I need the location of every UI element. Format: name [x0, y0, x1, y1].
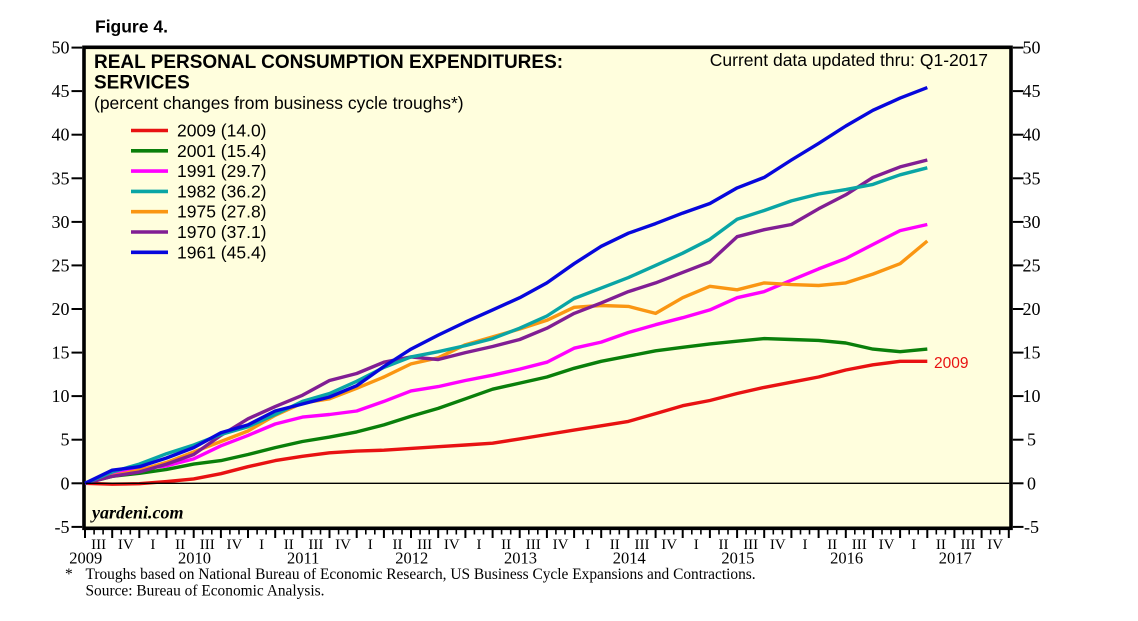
svg-text:IV: IV	[879, 537, 895, 553]
svg-text:IV: IV	[661, 537, 677, 553]
svg-text:III: III	[852, 537, 867, 553]
svg-text:II: II	[827, 537, 837, 553]
svg-text:2010: 2010	[178, 549, 211, 568]
svg-text:2017: 2017	[939, 549, 972, 568]
svg-text:I: I	[803, 537, 808, 553]
svg-text:30: 30	[1023, 212, 1041, 232]
svg-text:IV: IV	[335, 537, 351, 553]
svg-text:35: 35	[52, 168, 70, 188]
svg-text:5: 5	[61, 430, 70, 450]
svg-text:II: II	[284, 537, 294, 553]
svg-text:45: 45	[52, 81, 70, 101]
svg-text:1991 (29.7): 1991 (29.7)	[177, 161, 267, 181]
svg-text:0: 0	[1027, 473, 1036, 493]
svg-text:Source: Bureau of Economic Ana: Source: Bureau of Economic Analysis.	[86, 583, 325, 600]
svg-text:1961 (45.4): 1961 (45.4)	[177, 242, 267, 262]
svg-text:II: II	[719, 537, 729, 553]
svg-text:15: 15	[52, 343, 70, 363]
svg-text:2009 (14.0): 2009 (14.0)	[177, 121, 267, 141]
svg-text:15: 15	[1023, 343, 1041, 363]
svg-text:IV: IV	[118, 537, 134, 553]
svg-text:2012: 2012	[395, 549, 428, 568]
svg-text:III: III	[308, 537, 323, 553]
svg-text:-5: -5	[55, 517, 70, 537]
svg-text:III: III	[526, 537, 541, 553]
svg-text:IV: IV	[987, 537, 1003, 553]
svg-text:2009: 2009	[934, 355, 968, 372]
svg-text:45: 45	[1023, 81, 1041, 101]
svg-text:50: 50	[52, 38, 70, 58]
svg-text:yardeni.com: yardeni.com	[90, 503, 184, 523]
svg-text:*: *	[65, 566, 73, 583]
svg-text:2016: 2016	[830, 549, 863, 568]
svg-text:10: 10	[52, 386, 70, 406]
svg-text:1970 (37.1): 1970 (37.1)	[177, 222, 267, 242]
svg-text:0: 0	[61, 473, 70, 493]
svg-text:20: 20	[1023, 299, 1041, 319]
svg-text:5: 5	[1027, 430, 1036, 450]
svg-text:I: I	[585, 537, 590, 553]
svg-text:40: 40	[1023, 125, 1041, 145]
svg-text:35: 35	[1023, 168, 1041, 188]
svg-text:2001 (15.4): 2001 (15.4)	[177, 141, 267, 161]
svg-text:25: 25	[52, 255, 70, 275]
svg-text:40: 40	[52, 125, 70, 145]
svg-text:1975 (27.8): 1975 (27.8)	[177, 202, 267, 222]
svg-text:Current data updated thru: Q1-: Current data updated thru: Q1-2017	[710, 50, 988, 70]
svg-text:II: II	[175, 537, 185, 553]
svg-text:-5: -5	[1024, 517, 1039, 537]
svg-text:1982 (36.2): 1982 (36.2)	[177, 181, 267, 201]
svg-text:II: II	[610, 537, 620, 553]
svg-text:2015: 2015	[721, 549, 754, 568]
svg-text:I: I	[368, 537, 373, 553]
svg-text:IV: IV	[770, 537, 786, 553]
svg-text:REAL PERSONAL CONSUMPTION EXPE: REAL PERSONAL CONSUMPTION EXPENDITURES:	[94, 52, 563, 73]
svg-text:III: III	[200, 537, 215, 553]
svg-text:Figure 4.: Figure 4.	[95, 17, 168, 37]
svg-text:IV: IV	[444, 537, 460, 553]
svg-text:II: II	[393, 537, 403, 553]
svg-text:III: III	[635, 537, 650, 553]
svg-text:I: I	[477, 537, 482, 553]
svg-text:30: 30	[52, 212, 70, 232]
svg-text:I: I	[150, 537, 155, 553]
svg-text:10: 10	[1023, 386, 1041, 406]
svg-text:IV: IV	[226, 537, 242, 553]
svg-text:III: III	[743, 537, 758, 553]
svg-text:2011: 2011	[287, 549, 319, 568]
svg-text:IV: IV	[553, 537, 569, 553]
svg-text:2014: 2014	[613, 549, 646, 568]
svg-text:50: 50	[1023, 38, 1041, 58]
svg-text:II: II	[501, 537, 511, 553]
svg-text:(percent changes from business: (percent changes from business cycle tro…	[94, 93, 464, 113]
svg-text:SERVICES: SERVICES	[94, 73, 190, 94]
svg-text:I: I	[911, 537, 916, 553]
svg-text:2013: 2013	[504, 549, 537, 568]
svg-text:25: 25	[1023, 255, 1041, 275]
svg-text:I: I	[259, 537, 264, 553]
svg-text:Troughs based on National Bure: Troughs based on National Bureau of Econ…	[86, 566, 756, 583]
svg-text:II: II	[936, 537, 946, 553]
svg-text:20: 20	[52, 299, 70, 319]
svg-text:III: III	[961, 537, 976, 553]
svg-text:I: I	[694, 537, 699, 553]
svg-text:III: III	[91, 537, 106, 553]
svg-text:2009: 2009	[69, 549, 102, 568]
svg-text:III: III	[417, 537, 432, 553]
